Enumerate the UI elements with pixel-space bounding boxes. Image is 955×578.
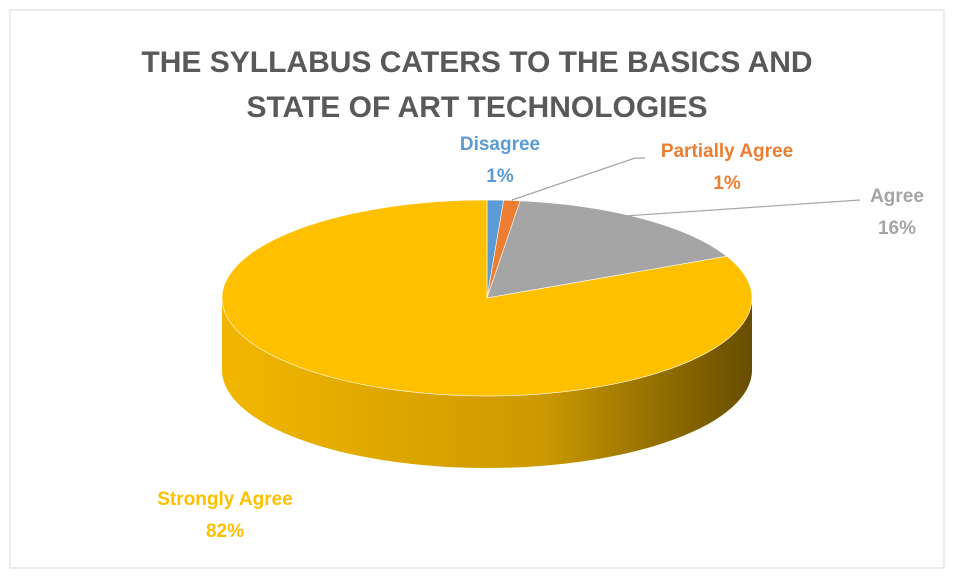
slice <box>486 200 728 299</box>
data-label-category: Strongly Agree <box>157 489 293 510</box>
data-label-value: 16% <box>878 218 916 239</box>
data-label-value: 1% <box>486 166 514 187</box>
leader-line <box>511 157 645 201</box>
slice <box>221 199 753 397</box>
data-label-category: Disagree <box>460 134 540 155</box>
data-label-category: Agree <box>870 186 924 207</box>
leader-line <box>624 199 861 217</box>
data-label-value: 1% <box>713 173 741 194</box>
chart-title: THE SYLLABUS CATERS TO THE BASICS AND ST… <box>141 46 813 124</box>
slice-side-shade <box>222 298 752 468</box>
data-label-value: 82% <box>206 521 244 542</box>
data-label-category: Partially Agree <box>661 141 793 162</box>
